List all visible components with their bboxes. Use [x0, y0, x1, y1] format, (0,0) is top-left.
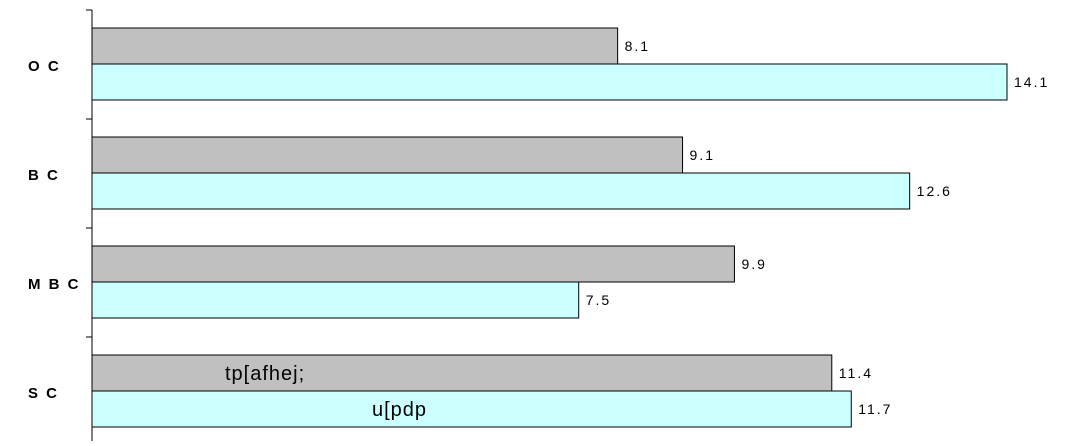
data-label: 8.1	[625, 38, 650, 54]
bar	[91, 354, 833, 392]
data-label: 11.7	[858, 401, 892, 417]
label-layer: O C 8.1 14.1 B C 9.1 12.6 M B C 9.9 7.5 S C 11.4 11…	[28, 38, 1049, 421]
bar	[91, 390, 852, 428]
in-bar-text: u[pdp	[372, 399, 427, 421]
bar	[91, 27, 619, 65]
data-label: 9.1	[690, 147, 715, 163]
data-label: 14.1	[1014, 74, 1049, 90]
bar	[91, 281, 580, 319]
bar	[91, 172, 911, 210]
data-label: 9.9	[741, 256, 766, 272]
category-label: M B C	[28, 276, 81, 293]
bar-layer	[91, 27, 1008, 428]
bar	[91, 63, 1008, 101]
in-bar-text: tp[afhej;	[225, 363, 305, 385]
data-label: 12.6	[917, 183, 952, 199]
data-label: 11.4	[839, 365, 873, 381]
category-label: S C	[28, 385, 59, 402]
bar	[91, 245, 735, 283]
axis-layer	[86, 9, 93, 441]
bar	[91, 136, 684, 174]
category-label: B C	[28, 167, 60, 184]
category-label: O C	[28, 58, 61, 75]
data-label: 7.5	[586, 292, 611, 308]
